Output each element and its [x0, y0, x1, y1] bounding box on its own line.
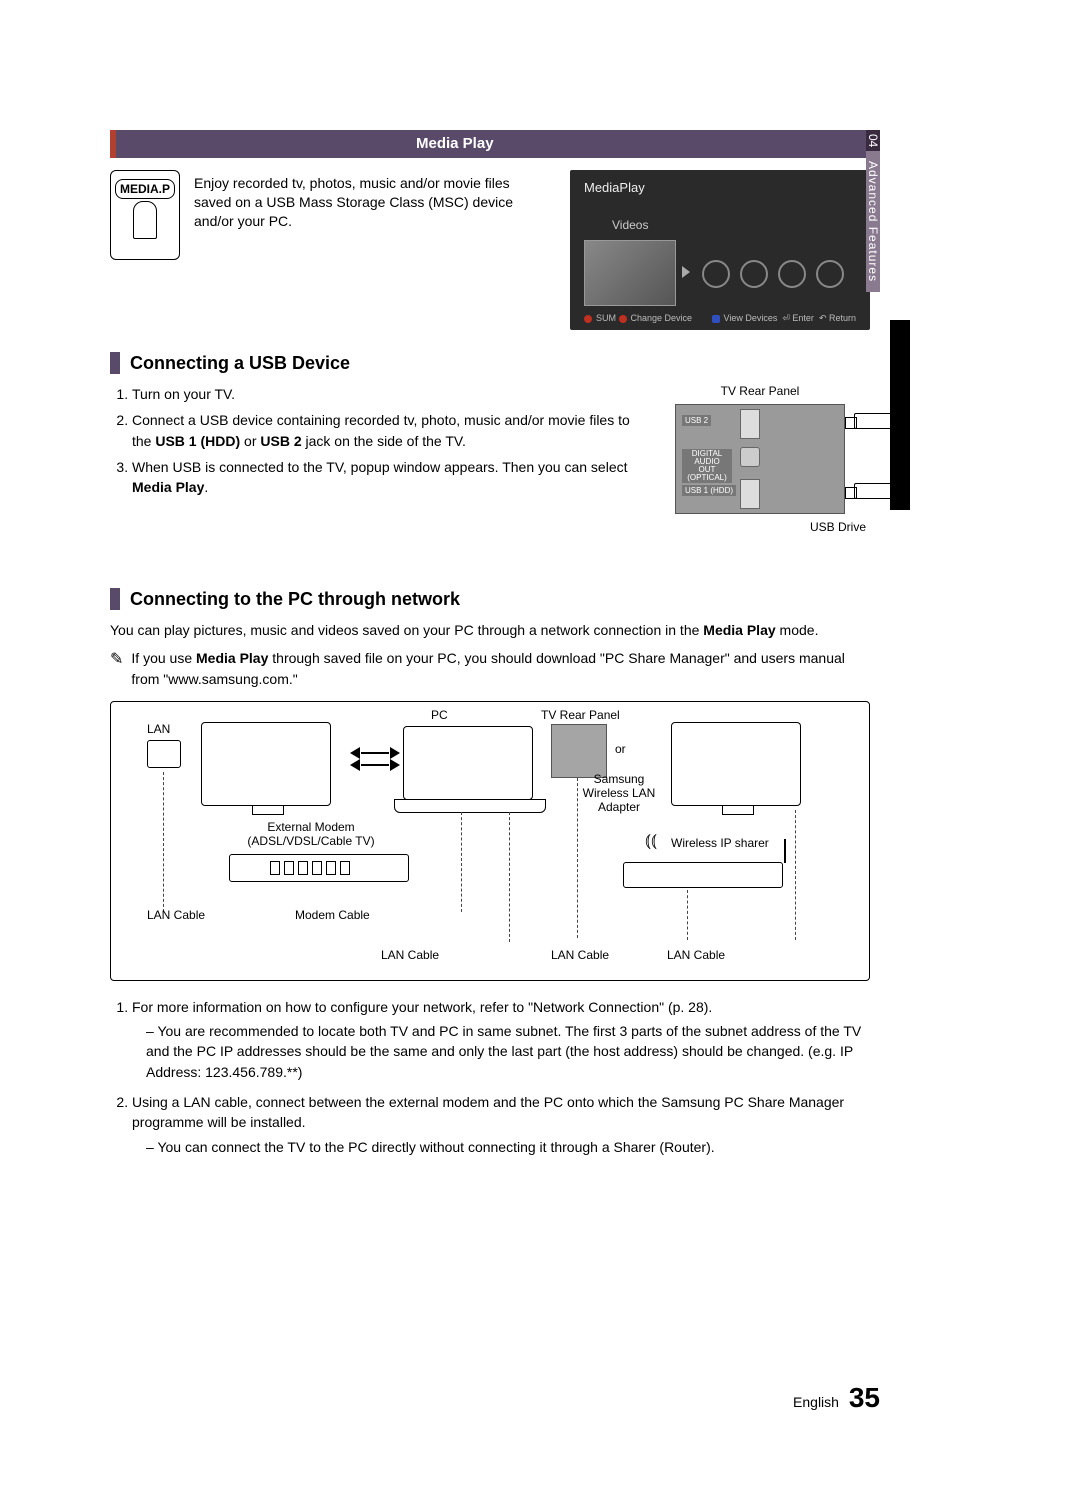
side-tab: 04 Advanced Features — [866, 130, 890, 292]
net-step-1-sub1: You are recommended to locate both TV an… — [146, 1021, 870, 1082]
media-type-icon — [778, 260, 806, 288]
adapter-label: Samsung Wireless LAN Adapter — [579, 772, 659, 814]
mediaplay-screenshot: MediaPlay Videos SUM Change Device View … — [570, 170, 870, 330]
remote-button-illustration: MEDIA.P — [110, 170, 180, 260]
usb-steps: Turn on your TV. Connect a USB device co… — [110, 384, 630, 534]
media-type-icon — [740, 260, 768, 288]
lan-cable-label: LAN Cable — [667, 948, 725, 962]
usb-step-3: When USB is connected to the TV, popup w… — [132, 457, 630, 498]
modem-cable-label: Modem Cable — [295, 908, 370, 922]
pc-section-body: You can play pictures, music and videos … — [110, 620, 870, 640]
intro-row: MEDIA.P Enjoy recorded tv, photos, music… — [110, 170, 870, 330]
note-text: If you use Media Play through saved file… — [131, 648, 870, 689]
bidirectional-arrow-icon — [349, 748, 401, 770]
usb-step-1: Turn on your TV. — [132, 384, 630, 404]
media-type-icon — [816, 260, 844, 288]
rear-panel-mini — [551, 724, 607, 778]
chapter-number: 04 — [866, 130, 880, 151]
cable-line — [163, 772, 164, 912]
heading-bar-icon — [110, 352, 120, 374]
cable-line — [509, 812, 510, 942]
port-label-usb2: USB 2 — [682, 415, 711, 426]
tv-icon — [671, 722, 801, 806]
wifi-icon: ⦅⦅ — [645, 830, 657, 851]
chapter-title: Advanced Features — [866, 151, 880, 292]
pc-label: PC — [431, 708, 448, 722]
section-heading-usb: Connecting a USB Device — [110, 352, 870, 374]
remote-button-label: MEDIA.P — [115, 179, 175, 199]
cable-line — [577, 778, 578, 938]
net-step-1: For more information on how to configure… — [132, 997, 870, 1082]
title-bar: Media Play — [110, 130, 870, 158]
modem-icon — [229, 854, 409, 882]
usb-drive-label: USB Drive — [650, 520, 866, 534]
video-thumb — [584, 240, 676, 306]
wireless-ip-label: Wireless IP sharer — [671, 836, 769, 850]
chevron-right-icon — [682, 266, 690, 278]
net-step-2: Using a LAN cable, connect between the e… — [132, 1092, 870, 1157]
lan-label: LAN — [147, 722, 170, 736]
laptop-icon — [403, 726, 533, 800]
finger-icon — [133, 201, 157, 239]
rear-panel-title: TV Rear Panel — [650, 384, 870, 398]
cable-line — [687, 890, 688, 940]
network-steps: For more information on how to configure… — [110, 997, 870, 1157]
heading-bar-icon — [110, 588, 120, 610]
network-diagram: PC TV Rear Panel LAN or Samsung Wireless… — [110, 701, 870, 981]
media-type-icon — [702, 260, 730, 288]
tv-rear-panel-diagram: TV Rear Panel USB 2 DIGITAL AUDIO OUT (O… — [650, 384, 870, 534]
lan-jack-icon — [147, 740, 181, 768]
lan-cable-label: LAN Cable — [551, 948, 609, 962]
modem-label: External Modem (ADSL/VDSL/Cable TV) — [241, 820, 381, 848]
usb2-slot — [740, 409, 760, 439]
mediaplay-title: MediaPlay — [584, 180, 645, 195]
mediaplay-category: Videos — [612, 218, 648, 232]
rear-panel-illustration: USB 2 DIGITAL AUDIO OUT (OPTICAL) USB 1 … — [675, 404, 845, 514]
usb-section-body: Turn on your TV. Connect a USB device co… — [110, 384, 870, 534]
note-row: ✎ If you use Media Play through saved fi… — [110, 648, 870, 689]
usb1-slot — [740, 479, 760, 509]
port-label-optical: DIGITAL AUDIO OUT (OPTICAL) — [682, 449, 732, 483]
thumb-tab-black — [890, 320, 910, 510]
lan-cable-label: LAN Cable — [147, 908, 205, 922]
cable-line — [461, 812, 462, 912]
tv-rear-label: TV Rear Panel — [541, 708, 620, 722]
mediaplay-bottombar: SUM Change Device View Devices ⏎ Enter ↶… — [584, 313, 856, 324]
net-step-2-sub1: You can connect the TV to the PC directl… — [146, 1137, 870, 1157]
section-heading-text: Connecting a USB Device — [130, 353, 350, 374]
page-footer: English 35 — [793, 1382, 880, 1414]
note-icon: ✎ — [110, 648, 123, 689]
footer-language: English — [793, 1394, 839, 1410]
optical-port — [740, 447, 760, 467]
page-number: 35 — [849, 1382, 880, 1413]
lan-cable-label: LAN Cable — [381, 948, 439, 962]
intro-text: Enjoy recorded tv, photos, music and/or … — [194, 170, 556, 330]
or-label: or — [615, 742, 626, 756]
tv-icon — [201, 722, 331, 806]
router-icon — [623, 862, 783, 888]
usb-step-2: Connect a USB device containing recorded… — [132, 410, 630, 451]
port-label-usb1: USB 1 (HDD) — [682, 485, 736, 496]
cable-line — [795, 810, 796, 940]
section-heading-text: Connecting to the PC through network — [130, 589, 460, 610]
section-heading-pc: Connecting to the PC through network — [110, 588, 870, 610]
